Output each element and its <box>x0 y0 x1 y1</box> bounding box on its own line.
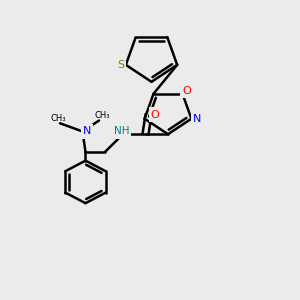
Text: CH₃: CH₃ <box>94 111 110 120</box>
Text: N: N <box>83 127 91 136</box>
Text: O: O <box>183 86 191 96</box>
Text: N: N <box>193 114 202 124</box>
Text: NH: NH <box>114 127 129 136</box>
Text: CH₃: CH₃ <box>51 113 66 122</box>
Text: O: O <box>151 110 160 119</box>
Text: S: S <box>117 60 124 70</box>
